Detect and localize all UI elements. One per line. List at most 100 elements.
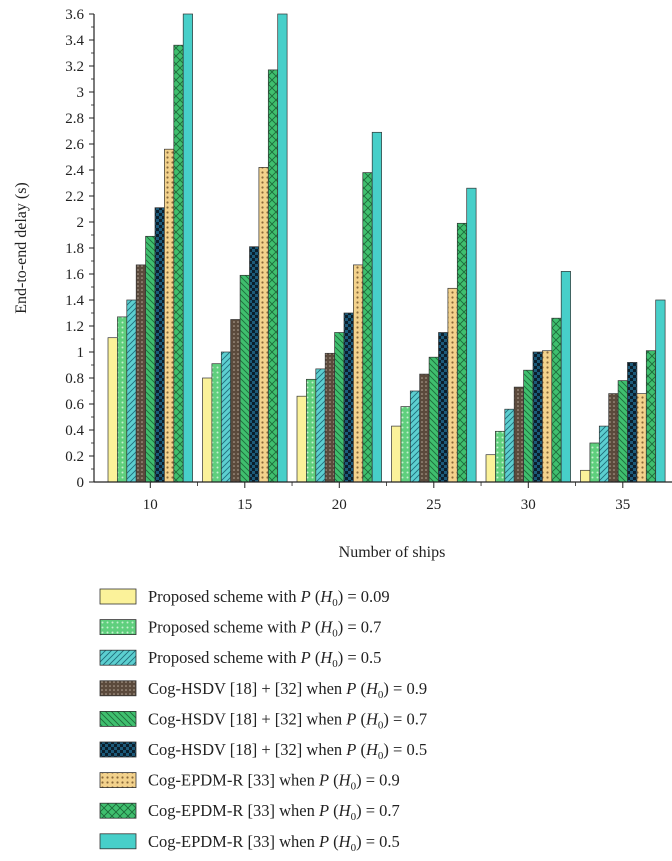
y-tick-label: 0.6: [65, 397, 84, 413]
bar-20-series-4: [324, 352, 335, 483]
y-tick-label: 1.2: [65, 319, 84, 335]
bar-25-series-3: [409, 390, 421, 483]
bar-25-series-2: [400, 406, 411, 483]
bar-25-series-9: [466, 187, 477, 483]
bar-30-series-2: [495, 430, 506, 483]
y-tick-label: 0.2: [65, 449, 84, 465]
bar-35-series-3: [598, 425, 610, 483]
legend-label: Cog-EPDM-R [33] when P (H0) = 0.7: [148, 801, 400, 823]
x-tick-label: 25: [426, 497, 441, 513]
bar-35-series-7: [636, 393, 647, 483]
bar-20-series-8: [362, 172, 373, 483]
bar-35-series-4: [608, 393, 619, 483]
bar-15-series-4: [230, 319, 241, 483]
legend-label: Proposed scheme with P (H0) = 0.09: [148, 587, 390, 609]
y-tick-label: 2.6: [65, 137, 84, 153]
bar-30-series-1: [485, 454, 496, 483]
y-tick-label: 1.6: [65, 267, 84, 283]
bar-10-series-8: [173, 44, 184, 483]
bar-25-series-6: [438, 332, 449, 483]
legend-swatch: [99, 833, 137, 850]
bar-35-series-1: [580, 469, 591, 483]
bar-35-series-5: [617, 380, 628, 483]
bar-30-series-8: [551, 317, 562, 483]
legend-item-9: Cog-EPDM-R [33] when P (H0) = 0.5: [99, 832, 400, 854]
y-tick-label: 1.8: [65, 241, 84, 257]
y-tick-label: 0: [77, 475, 85, 491]
bar-15-series-9: [277, 13, 288, 483]
bar-10-series-1: [107, 337, 118, 483]
bar-group-25: [391, 187, 477, 483]
y-tick-label: 0.8: [65, 371, 84, 387]
y-tick-label: 2.8: [65, 111, 84, 127]
x-axis-title: Number of ships: [339, 544, 446, 561]
bar-35-series-9: [655, 299, 666, 483]
bar-15-series-8: [267, 69, 279, 483]
bar-25-series-5: [428, 356, 439, 483]
x-tick-label: 10: [143, 497, 158, 513]
bar-15-series-2: [211, 363, 222, 483]
y-tick-label: 2.4: [65, 163, 84, 179]
bar-25-series-4: [419, 373, 430, 483]
y-tick-label: 3.6: [65, 7, 84, 23]
y-tick-label: 2: [77, 215, 85, 231]
y-tick-label: 3.4: [65, 33, 84, 49]
bar-15-series-6: [249, 246, 260, 483]
legend-swatch: [99, 741, 137, 758]
bar-20-series-2: [306, 378, 317, 483]
bar-group-15: [202, 13, 288, 483]
legend-label: Cog-HSDV [18] + [32] when P (H0) = 0.9: [148, 679, 427, 701]
y-tick-label: 1: [77, 345, 85, 361]
bar-15-series-5: [239, 274, 250, 483]
bar-10-series-4: [135, 264, 146, 483]
y-tick-label: 3.2: [65, 59, 84, 75]
bar-30-series-5: [523, 369, 534, 483]
legend-label: Cog-HSDV [18] + [32] when P (H0) = 0.5: [148, 740, 427, 762]
bar-group-35: [580, 299, 666, 483]
legend-label: Cog-EPDM-R [33] when P (H0) = 0.5: [148, 832, 400, 854]
legend-item-1: Proposed scheme with P (H0) = 0.09: [99, 587, 390, 609]
bar-30-series-7: [542, 350, 553, 483]
bar-15-series-3: [220, 351, 232, 483]
bar-group-20: [296, 131, 382, 483]
legend-swatch: [99, 588, 137, 605]
legend-label: Cog-EPDM-R [33] when P (H0) = 0.9: [148, 771, 400, 793]
legend-swatch: [99, 711, 137, 727]
legend-swatch: [99, 619, 137, 635]
legend-item-8: Cog-EPDM-R [33] when P (H0) = 0.7: [99, 801, 400, 823]
bar-35-series-8: [645, 350, 657, 483]
bar-35-series-6: [627, 362, 638, 483]
bar-10-series-7: [164, 148, 175, 483]
bar-10-series-6: [154, 207, 165, 483]
bar-20-series-1: [296, 395, 307, 483]
x-tick-label: 15: [237, 497, 252, 513]
bar-15-series-7: [258, 167, 269, 483]
bar-35-series-2: [589, 442, 600, 483]
legend-item-3: Proposed scheme with P (H0) = 0.5: [99, 648, 381, 670]
bar-10-series-9: [182, 13, 193, 483]
bar-30-series-9: [560, 271, 571, 483]
legend-label: Proposed scheme with P (H0) = 0.5: [148, 648, 381, 670]
bar-25-series-1: [391, 425, 402, 483]
bar-25-series-8: [456, 222, 468, 483]
y-tick-label: 2.2: [65, 189, 84, 205]
y-tick-label: 3: [77, 85, 85, 101]
bar-20-series-5: [334, 332, 345, 483]
legend-label: Cog-HSDV [18] + [32] when P (H0) = 0.7: [148, 709, 427, 731]
x-tick-label: 20: [332, 497, 347, 513]
bar-group-30: [485, 271, 571, 483]
bar-30-series-4: [513, 386, 524, 483]
legend-item-7: Cog-EPDM-R [33] when P (H0) = 0.9: [99, 771, 400, 793]
bar-30-series-3: [504, 408, 515, 483]
bar-20-series-6: [343, 312, 354, 483]
legend-item-5: Cog-HSDV [18] + [32] when P (H0) = 0.7: [99, 709, 427, 731]
bar-20-series-3: [315, 368, 326, 483]
y-tick-label: 1.4: [65, 293, 84, 309]
bar-15-series-1: [202, 377, 213, 483]
y-axis-title: End-to-end delay (s): [13, 182, 30, 314]
legend-swatch: [99, 802, 137, 819]
legend-item-4: Cog-HSDV [18] + [32] when P (H0) = 0.9: [99, 679, 427, 701]
legend-item-2: Proposed scheme with P (H0) = 0.7: [99, 618, 381, 640]
bar-20-series-7: [353, 264, 364, 483]
